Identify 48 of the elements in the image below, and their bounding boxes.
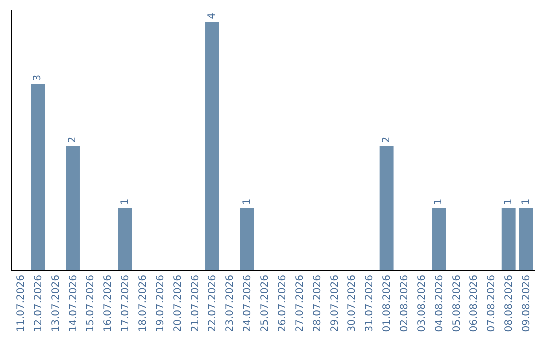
x-tick-label: 14.07.2026 (68, 275, 80, 332)
x-tick-label: 31.07.2026 (364, 275, 376, 332)
x-tick-label: 28.07.2026 (312, 275, 324, 332)
x-tick-label: 02.08.2026 (400, 275, 410, 332)
x-tick-label: 26.07.2026 (277, 275, 288, 332)
bar (240, 208, 254, 270)
x-tick-label: 05.08.2026 (452, 275, 463, 332)
x-tick-label: 22.07.2026 (208, 275, 219, 332)
x-tick-label: 20.07.2026 (172, 275, 184, 332)
x-tick-label: 01.08.2026 (382, 275, 394, 332)
x-tick-label: 03.08.2026 (416, 275, 428, 332)
x-tick-label: 08.08.2026 (504, 275, 516, 332)
data-label: 2 (68, 136, 79, 144)
x-tick-label: 04.08.2026 (434, 275, 446, 332)
x-tick-label: 19.07.2026 (155, 275, 166, 332)
data-label: 1 (242, 198, 253, 206)
data-label: 3 (32, 74, 44, 82)
x-tick-label: 17.07.2026 (120, 275, 132, 332)
x-tick-label: 18.07.2026 (138, 275, 149, 332)
bar (206, 22, 220, 270)
bar (118, 208, 132, 270)
x-tick-label: 29.07.2026 (330, 275, 341, 332)
data-label: 4 (206, 13, 218, 20)
x-tick-label: 13.07.2026 (50, 275, 62, 332)
bar (519, 208, 534, 270)
data-label: 1 (520, 198, 532, 206)
x-tick-label: 23.07.2026 (225, 275, 236, 332)
x-tick-label: 21.07.2026 (190, 275, 202, 332)
bar (380, 146, 394, 270)
x-tick-label: 25.07.2026 (260, 275, 272, 332)
bar (502, 208, 516, 270)
bar (66, 146, 80, 270)
x-tick-label: 27.07.2026 (294, 275, 306, 332)
x-tick-label: 16.07.2026 (103, 275, 114, 332)
x-tick-label: 07.08.2026 (486, 275, 498, 332)
x-tick-label: 15.07.2026 (86, 275, 97, 332)
data-label: 1 (434, 198, 445, 206)
bar (432, 208, 446, 270)
bar (31, 84, 46, 270)
x-tick-label: 12.07.2026 (33, 275, 44, 332)
x-tick-label: 06.08.2026 (469, 275, 480, 332)
data-label: 1 (503, 198, 514, 206)
x-tick-label: 24.07.2026 (242, 275, 254, 332)
x-tick-label: 11.07.2026 (16, 275, 27, 332)
x-tick-label: 30.07.2026 (347, 275, 358, 332)
x-tick-label: 09.08.2026 (522, 275, 533, 332)
data-label: 1 (120, 198, 131, 206)
data-label: 2 (381, 136, 392, 144)
